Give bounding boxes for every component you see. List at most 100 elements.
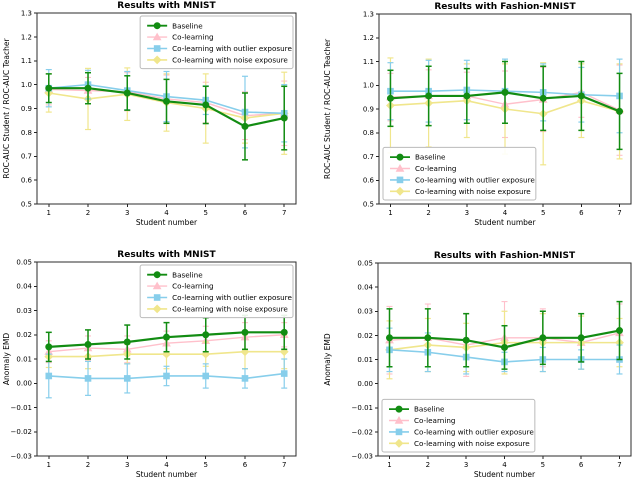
data-point: [462, 336, 470, 344]
data-point: [501, 88, 509, 96]
svg-text:2: 2: [86, 461, 90, 469]
legend-label: Co-learning: [414, 416, 455, 425]
series-baseline: [386, 60, 624, 151]
y-axis-label: ROC-AUC Student / ROC-AUC Teacher: [2, 37, 11, 178]
legend-item-baseline: Baseline: [390, 153, 446, 162]
data-point: [163, 333, 170, 341]
data-point: [152, 55, 162, 65]
data-point: [616, 327, 623, 335]
svg-text:1.2: 1.2: [21, 33, 32, 41]
data-point: [123, 89, 131, 97]
svg-text:6: 6: [243, 209, 248, 217]
plot-frame: [36, 12, 297, 205]
legend-label: Co-learning with outlier exposure: [414, 428, 534, 437]
y-axis: 0.5 0.6 0.7 0.8 0.9 1.0 1.1 1.2 1.3: [363, 10, 379, 208]
data-point: [394, 415, 404, 424]
data-point: [45, 372, 53, 380]
chart-roc-mnist: Results with MNIST 0.5 0.6 0.7 0.8 0.9 1.0 1.1 1…: [0, 0, 320, 240]
svg-text:7: 7: [617, 209, 621, 217]
data-point: [241, 122, 249, 130]
data-point: [163, 372, 170, 380]
svg-text:6: 6: [579, 461, 584, 469]
svg-text:3: 3: [465, 209, 469, 217]
svg-text:0.05: 0.05: [357, 259, 373, 267]
data-point: [153, 45, 161, 52]
svg-text:1: 1: [387, 461, 391, 469]
chart-svg-emd-mnist: Results with MNIST −0.03 −0.02 −0.01 0.00 0.0…: [0, 240, 320, 481]
legend-label: Baseline: [414, 405, 445, 414]
svg-text:0.01: 0.01: [16, 355, 32, 363]
data-point: [152, 304, 162, 314]
svg-text:−0.02: −0.02: [352, 428, 373, 436]
svg-text:0.6: 0.6: [21, 177, 33, 185]
data-point: [395, 163, 405, 172]
y-axis: −0.03 −0.02 −0.01 0.00 0.01 0.02 0.03 0.04 0.05: [11, 258, 37, 460]
legend-label: Baseline: [172, 270, 203, 279]
data-point: [395, 186, 405, 196]
legend-item-co-learning-with-outlier-exposure: Co-learning with outlier exposure: [389, 428, 534, 437]
x-axis-label: Student number: [136, 470, 198, 479]
data-point: [153, 22, 161, 30]
data-point: [424, 334, 432, 342]
data-point: [45, 84, 53, 92]
svg-text:0.05: 0.05: [16, 258, 32, 266]
svg-text:−0.01: −0.01: [352, 404, 373, 412]
legend: Baseline Co-learning Co-learning with outl…: [382, 146, 537, 201]
legend-item-co-learning-with-outlier-exposure: Co-learning with outlier exposure: [147, 44, 292, 53]
legend: Baseline Co-learning Co-learning with outl…: [381, 398, 536, 453]
data-point: [577, 92, 585, 100]
svg-text:2: 2: [426, 461, 430, 469]
x-axis-label: Student number: [136, 218, 198, 227]
data-point: [241, 328, 249, 336]
data-point: [396, 153, 404, 161]
data-point: [123, 375, 131, 382]
legend-item-co-learning-with-noise-exposure: Co-learning with noise exposure: [147, 55, 288, 65]
svg-text:4: 4: [503, 209, 508, 217]
legend-item-co-learning-with-noise-exposure: Co-learning with noise exposure: [390, 186, 531, 196]
data-point: [280, 114, 288, 122]
svg-text:1.0: 1.0: [21, 81, 32, 89]
chart-svg-roc-mnist: Results with MNIST 0.5 0.6 0.7 0.8 0.9 1.0 1.1 1…: [0, 0, 320, 240]
legend-label: Co-learning with noise exposure: [172, 56, 288, 65]
legend-label: Baseline: [415, 153, 446, 162]
data-point: [163, 97, 170, 105]
data-point: [280, 328, 288, 336]
svg-text:0.01: 0.01: [357, 356, 373, 364]
chart-emd-mnist: Results with MNIST −0.03 −0.02 −0.01 0.00 0.0…: [0, 240, 320, 481]
svg-text:1.3: 1.3: [21, 9, 32, 17]
chart-roc-fashion-mnist: Results with Fashion-MNIST 0.5 0.6 0.7 0.8 0.…: [320, 0, 640, 240]
data-point: [386, 334, 393, 342]
plot-frame: [378, 13, 632, 205]
svg-text:0.03: 0.03: [16, 307, 32, 315]
svg-text:7: 7: [282, 461, 286, 469]
data-point: [84, 375, 92, 382]
svg-text:0.5: 0.5: [21, 200, 32, 208]
svg-text:0.9: 0.9: [21, 105, 32, 113]
data-point: [84, 84, 92, 92]
data-point: [280, 370, 288, 377]
x-axis-label: Student number: [474, 470, 536, 479]
legend-item-co-learning-with-noise-exposure: Co-learning with noise exposure: [147, 304, 288, 314]
svg-text:1.1: 1.1: [21, 57, 32, 65]
legend-label: Co-learning with noise exposure: [415, 187, 531, 196]
data-point: [153, 271, 161, 279]
data-point: [162, 349, 171, 359]
legend-item-baseline: Baseline: [147, 21, 203, 30]
legend-label: Co-learning with noise exposure: [172, 305, 288, 314]
data-point: [202, 101, 210, 109]
chart-svg-roc-fashion-mnist: Results with Fashion-MNIST0.50.60.70.80.…: [320, 0, 640, 240]
data-point: [396, 176, 404, 184]
svg-text:5: 5: [541, 461, 545, 469]
svg-text:1: 1: [47, 209, 51, 217]
legend-label: Co-learning with noise exposure: [414, 439, 530, 448]
svg-text:0.02: 0.02: [16, 331, 32, 339]
legend-item-co-learning-with-outlier-exposure: Co-learning with outlier exposure: [147, 293, 292, 302]
svg-text:0.9: 0.9: [363, 105, 374, 113]
legend-item-co-learning: Co-learning: [147, 32, 214, 42]
data-point: [123, 338, 131, 346]
data-point: [501, 343, 508, 351]
svg-text:0.6: 0.6: [363, 177, 375, 185]
svg-text:6: 6: [579, 209, 584, 217]
data-point: [241, 375, 249, 382]
svg-text:4: 4: [502, 461, 507, 469]
